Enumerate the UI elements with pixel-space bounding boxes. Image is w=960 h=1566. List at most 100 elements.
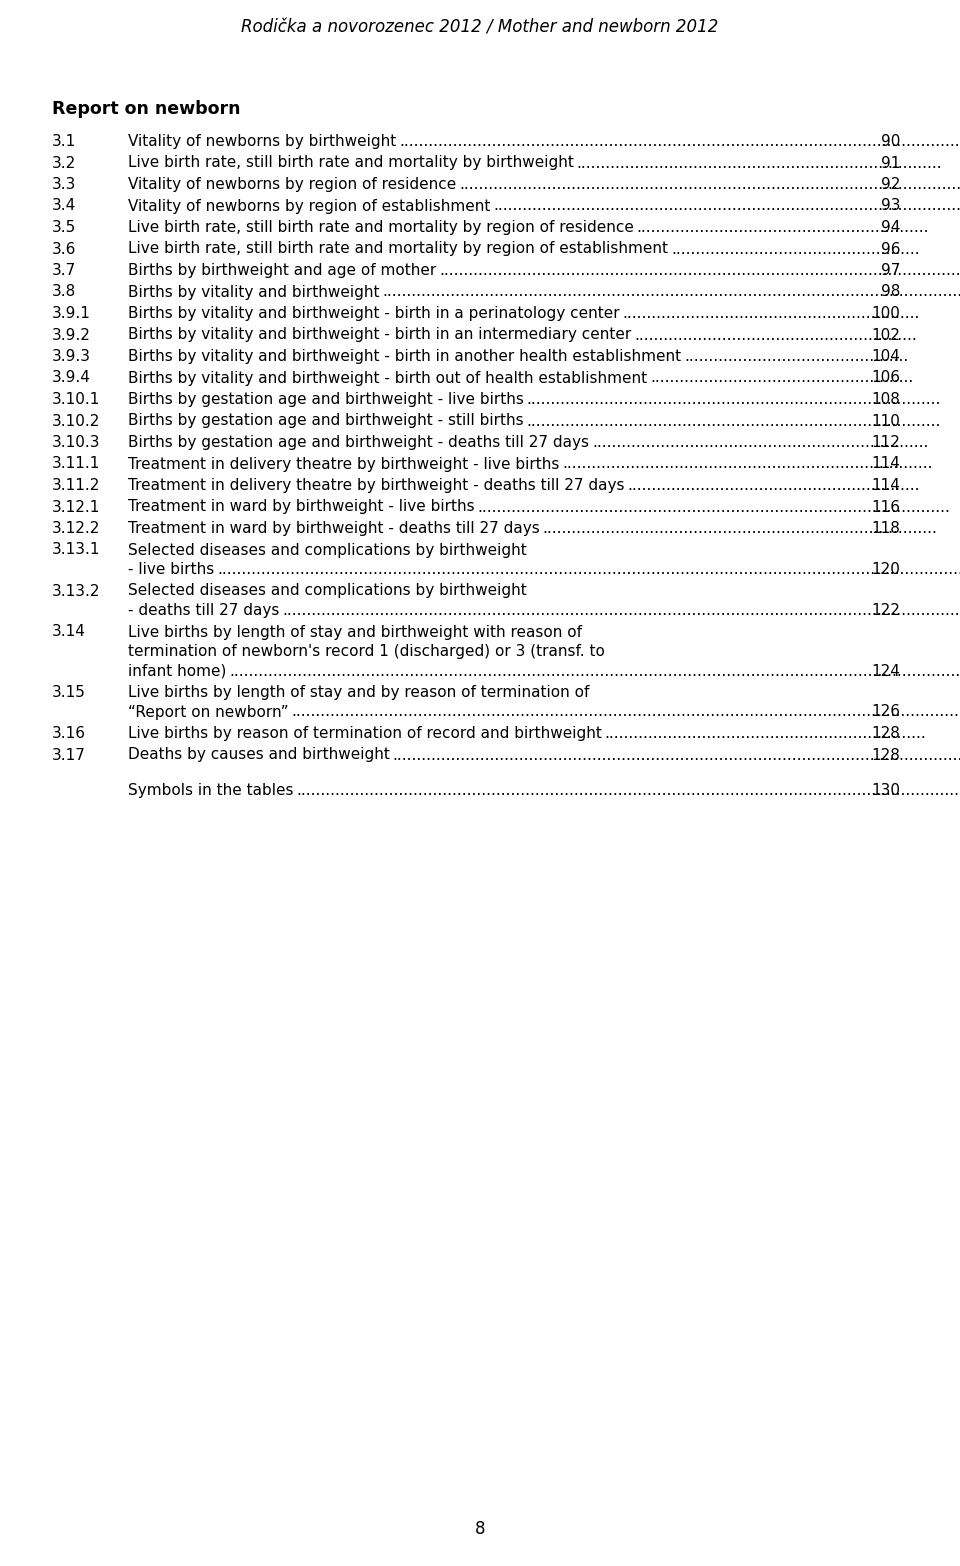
Text: Live birth rate, still birth rate and mortality by region of establishment: Live birth rate, still birth rate and mo… bbox=[128, 241, 668, 257]
Text: ...........................................................................: ........................................… bbox=[577, 155, 943, 171]
Text: Births by gestation age and birthweight - deaths till 27 days: Births by gestation age and birthweight … bbox=[128, 435, 589, 449]
Text: 128: 128 bbox=[871, 747, 900, 763]
Text: ................................................................................: ........................................… bbox=[493, 199, 960, 213]
Text: 3.10.3: 3.10.3 bbox=[52, 435, 101, 449]
Text: 122: 122 bbox=[871, 603, 900, 619]
Text: ......................................................: ........................................… bbox=[650, 371, 913, 385]
Text: Treatment in delivery theatre by birthweight - live births: Treatment in delivery theatre by birthwe… bbox=[128, 457, 560, 471]
Text: Treatment in ward by birthweight - deaths till 27 days: Treatment in ward by birthweight - death… bbox=[128, 521, 540, 536]
Text: 124: 124 bbox=[871, 664, 900, 678]
Text: 112: 112 bbox=[871, 435, 900, 449]
Text: 8: 8 bbox=[475, 1521, 485, 1538]
Text: Births by vitality and birthweight: Births by vitality and birthweight bbox=[128, 285, 379, 299]
Text: ............................................................: ........................................… bbox=[636, 219, 929, 235]
Text: ................................................................................: ........................................… bbox=[542, 521, 938, 536]
Text: Vitality of newborns by region of residence: Vitality of newborns by region of reside… bbox=[128, 177, 456, 193]
Text: 3.12.1: 3.12.1 bbox=[52, 500, 101, 515]
Text: Live births by length of stay and birthweight with reason of: Live births by length of stay and birthw… bbox=[128, 625, 582, 639]
Text: 93: 93 bbox=[880, 199, 900, 213]
Text: infant home): infant home) bbox=[128, 664, 227, 678]
Text: 3.1: 3.1 bbox=[52, 135, 76, 149]
Text: 114: 114 bbox=[871, 457, 900, 471]
Text: ..........................................................: ........................................… bbox=[635, 327, 917, 343]
Text: Treatment in ward by birthweight - live births: Treatment in ward by birthweight - live … bbox=[128, 500, 474, 515]
Text: ................................................................................: ........................................… bbox=[282, 603, 960, 619]
Text: ............................................................: ........................................… bbox=[628, 478, 920, 493]
Text: 98: 98 bbox=[880, 285, 900, 299]
Text: .....................................................................: ........................................… bbox=[592, 435, 928, 449]
Text: 130: 130 bbox=[871, 783, 900, 799]
Text: Births by gestation age and birthweight - live births: Births by gestation age and birthweight … bbox=[128, 392, 524, 407]
Text: “Report on newborn”: “Report on newborn” bbox=[128, 705, 289, 719]
Text: 3.11.1: 3.11.1 bbox=[52, 457, 101, 471]
Text: Births by vitality and birthweight - birth in an intermediary center: Births by vitality and birthweight - bir… bbox=[128, 327, 632, 343]
Text: ................................................................................: ........................................… bbox=[229, 664, 960, 678]
Text: Vitality of newborns by birthweight: Vitality of newborns by birthweight bbox=[128, 135, 396, 149]
Text: 3.13.1: 3.13.1 bbox=[52, 542, 101, 557]
Text: 128: 128 bbox=[871, 727, 900, 741]
Text: ................................................................................: ........................................… bbox=[399, 135, 960, 149]
Text: 3.14: 3.14 bbox=[52, 625, 85, 639]
Text: Births by birthweight and age of mother: Births by birthweight and age of mother bbox=[128, 263, 436, 279]
Text: 3.8: 3.8 bbox=[52, 285, 76, 299]
Text: Selected diseases and complications by birthweight: Selected diseases and complications by b… bbox=[128, 584, 527, 598]
Text: Births by vitality and birthweight - birth in another health establishment: Births by vitality and birthweight - bir… bbox=[128, 349, 682, 363]
Text: ................................................................................: ........................................… bbox=[527, 392, 941, 407]
Text: 3.17: 3.17 bbox=[52, 747, 85, 763]
Text: 3.3: 3.3 bbox=[52, 177, 77, 193]
Text: 97: 97 bbox=[880, 263, 900, 279]
Text: Rodička a novorozenec 2012 / Mother and newborn 2012: Rodička a novorozenec 2012 / Mother and … bbox=[241, 17, 719, 36]
Text: ................................................................................: ........................................… bbox=[527, 413, 941, 429]
Text: Deaths by causes and birthweight: Deaths by causes and birthweight bbox=[128, 747, 390, 763]
Text: 3.11.2: 3.11.2 bbox=[52, 478, 101, 493]
Text: 3.9.2: 3.9.2 bbox=[52, 327, 91, 343]
Text: 116: 116 bbox=[871, 500, 900, 515]
Text: ................................................................................: ........................................… bbox=[440, 263, 960, 279]
Text: 100: 100 bbox=[871, 305, 900, 321]
Text: 114: 114 bbox=[871, 478, 900, 493]
Text: 106: 106 bbox=[871, 371, 900, 385]
Text: 3.9.3: 3.9.3 bbox=[52, 349, 91, 363]
Text: 3.10.1: 3.10.1 bbox=[52, 392, 101, 407]
Text: 104: 104 bbox=[871, 349, 900, 363]
Text: ................................................................................: ........................................… bbox=[393, 747, 960, 763]
Text: ..................................................................: ........................................… bbox=[605, 727, 926, 741]
Text: ................................................................................: ........................................… bbox=[217, 562, 960, 576]
Text: ............................................................................: ........................................… bbox=[563, 457, 933, 471]
Text: ................................................................................: ........................................… bbox=[382, 285, 960, 299]
Text: 102: 102 bbox=[871, 327, 900, 343]
Text: Vitality of newborns by region of establishment: Vitality of newborns by region of establ… bbox=[128, 199, 491, 213]
Text: Births by vitality and birthweight - birth in a perinatology center: Births by vitality and birthweight - bir… bbox=[128, 305, 619, 321]
Text: 108: 108 bbox=[871, 392, 900, 407]
Text: 3.9.4: 3.9.4 bbox=[52, 371, 91, 385]
Text: 96: 96 bbox=[880, 241, 900, 257]
Text: Live births by length of stay and by reason of termination of: Live births by length of stay and by rea… bbox=[128, 684, 589, 700]
Text: 3.6: 3.6 bbox=[52, 241, 77, 257]
Text: ...................................................: ........................................… bbox=[671, 241, 920, 257]
Text: Live births by reason of termination of record and birthweight: Live births by reason of termination of … bbox=[128, 727, 602, 741]
Text: Live birth rate, still birth rate and mortality by region of residence: Live birth rate, still birth rate and mo… bbox=[128, 219, 634, 235]
Text: ................................................................................: ........................................… bbox=[292, 705, 960, 719]
Text: 3.5: 3.5 bbox=[52, 219, 76, 235]
Text: 3.16: 3.16 bbox=[52, 727, 86, 741]
Text: 3.10.2: 3.10.2 bbox=[52, 413, 101, 429]
Text: ..............................................: ........................................… bbox=[684, 349, 908, 363]
Text: 92: 92 bbox=[880, 177, 900, 193]
Text: Report on newborn: Report on newborn bbox=[52, 100, 241, 117]
Text: 3.9.1: 3.9.1 bbox=[52, 305, 91, 321]
Text: 3.4: 3.4 bbox=[52, 199, 76, 213]
Text: Symbols in the tables: Symbols in the tables bbox=[128, 783, 294, 799]
Text: ................................................................................: ........................................… bbox=[459, 177, 960, 193]
Text: 118: 118 bbox=[871, 521, 900, 536]
Text: 94: 94 bbox=[880, 219, 900, 235]
Text: - live births: - live births bbox=[128, 562, 214, 576]
Text: ................................................................................: ........................................… bbox=[297, 783, 960, 799]
Text: - deaths till 27 days: - deaths till 27 days bbox=[128, 603, 279, 619]
Text: ................................................................................: ........................................… bbox=[478, 500, 950, 515]
Text: 3.2: 3.2 bbox=[52, 155, 76, 171]
Text: Live birth rate, still birth rate and mortality by birthweight: Live birth rate, still birth rate and mo… bbox=[128, 155, 574, 171]
Text: termination of newborn's record 1 (discharged) or 3 (transf. to: termination of newborn's record 1 (disch… bbox=[128, 644, 605, 659]
Text: 91: 91 bbox=[880, 155, 900, 171]
Text: Selected diseases and complications by birthweight: Selected diseases and complications by b… bbox=[128, 542, 527, 557]
Text: Treatment in delivery theatre by birthweight - deaths till 27 days: Treatment in delivery theatre by birthwe… bbox=[128, 478, 625, 493]
